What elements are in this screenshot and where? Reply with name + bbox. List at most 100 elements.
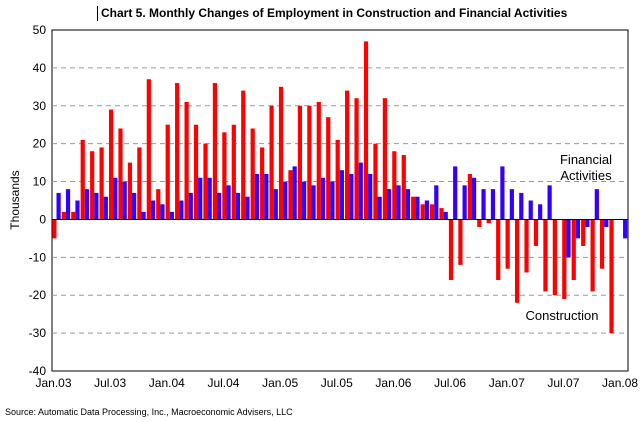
bar-financial-activities [254,173,259,220]
bar-financial-activities [150,200,156,220]
bar-financial-activities [585,219,590,228]
bar-financial-activities [453,166,458,220]
bar-financial-activities [528,200,533,220]
bar-construction [382,98,387,220]
x-tick-label: Jan.03 [35,376,71,390]
bar-financial-activities [386,189,392,220]
bar-construction [514,219,520,303]
bar-financial-activities [207,177,212,220]
bar-construction [326,117,331,220]
bar-construction [288,170,293,220]
bar-construction [477,219,482,228]
bar-construction [354,98,359,220]
bar-financial-activities [415,196,420,220]
bar-financial-activities [575,219,581,239]
bar-construction [581,219,586,246]
x-tick-label: Jul.07 [547,376,579,390]
bar-construction [184,101,189,220]
bar-construction [430,204,435,220]
bar-financial-activities [160,204,165,220]
bar-financial-activities [84,189,90,220]
bar-construction [316,101,321,220]
bar-construction [90,151,95,220]
bar-financial-activities [339,170,344,220]
bar-construction [118,128,123,220]
bar-construction [524,219,529,273]
bar-financial-activities [264,173,269,220]
bar-construction [307,105,312,220]
bar-financial-activities [179,200,184,220]
plot-area [51,29,629,372]
y-tick-label: -30 [29,326,47,340]
y-tick-label: 10 [33,175,47,189]
bar-construction [278,86,284,220]
bar-financial-activities [377,196,382,220]
bar-financial-activities [471,177,477,220]
bar-construction [609,219,614,334]
y-tick-label: 50 [33,23,47,37]
bar-financial-activities [330,181,335,220]
x-tick-label: Jan.08 [602,376,638,390]
bar-construction [599,219,605,269]
x-tick-label: Jul.04 [207,376,239,390]
bar-financial-activities [188,192,193,220]
bar-financial-activities [481,189,486,220]
x-tick-labels: Jan.03 Jul.03 Jan.04 Jul.04 Jan.05 Jul.05 Jan.… [35,376,638,390]
y-tick-label: -40 [29,364,47,378]
bar-construction [71,211,76,220]
bar-construction [505,219,510,269]
annotation-financial-1: Financial [560,152,612,167]
bar-construction [156,189,161,220]
bar-financial-activities [292,166,297,220]
bar-financial-activities [273,189,278,220]
y-axis-label: Thousands [8,170,22,229]
bar-financial-activities [311,185,316,220]
bar-construction [496,219,501,281]
annotation-financial-2: Activities [560,168,612,183]
bar-financial-activities [547,185,552,220]
bar-construction [420,204,425,220]
bar-financial-activities [94,192,99,220]
bar-financial-activities [245,196,250,220]
bar-construction [543,219,548,292]
bar-financial-activities [566,219,571,258]
bar-construction [571,219,576,281]
bar-construction [269,105,274,220]
bar-financial-activities [320,177,326,220]
bar-construction [146,79,151,220]
bar-construction [562,219,567,300]
bar-financial-activities [604,219,609,228]
bar-financial-activities [132,192,137,220]
x-tick-label: Jul.03 [94,376,126,390]
y-tick-labels: -40 -30 -20 -10 0 10 20 30 40 50 [29,23,47,378]
bar-construction [411,196,416,220]
bar-financial-activities [56,192,61,220]
bar-construction [297,105,303,220]
bar-financial-activities [623,219,628,239]
y-tick-label: 20 [33,137,47,151]
bar-construction [401,155,406,220]
bar-financial-activities [396,185,401,220]
bar-construction [260,147,265,220]
bar-construction [552,219,557,296]
bar-financial-activities [75,200,80,220]
x-tick-label: Jan.05 [262,376,298,390]
bar-construction [392,151,397,220]
bar-construction [458,219,463,265]
bar-financial-activities [490,189,496,220]
bar-construction [231,124,236,220]
bar-financial-activities [349,173,354,220]
x-tick-label: Jul.05 [321,376,353,390]
bar-construction [165,124,170,220]
x-tick-label: Jul.06 [434,376,466,390]
bar-financial-activities [113,177,118,220]
bar-construction [241,90,246,220]
bar-financial-activities [368,173,373,220]
bar-financial-activities [235,192,241,220]
bar-financial-activities [141,211,146,220]
bar-construction [439,208,444,220]
bar-construction [203,143,208,220]
x-tick-label: Jan.07 [489,376,525,390]
bar-financial-activities [103,196,108,220]
bar-construction [533,219,539,246]
